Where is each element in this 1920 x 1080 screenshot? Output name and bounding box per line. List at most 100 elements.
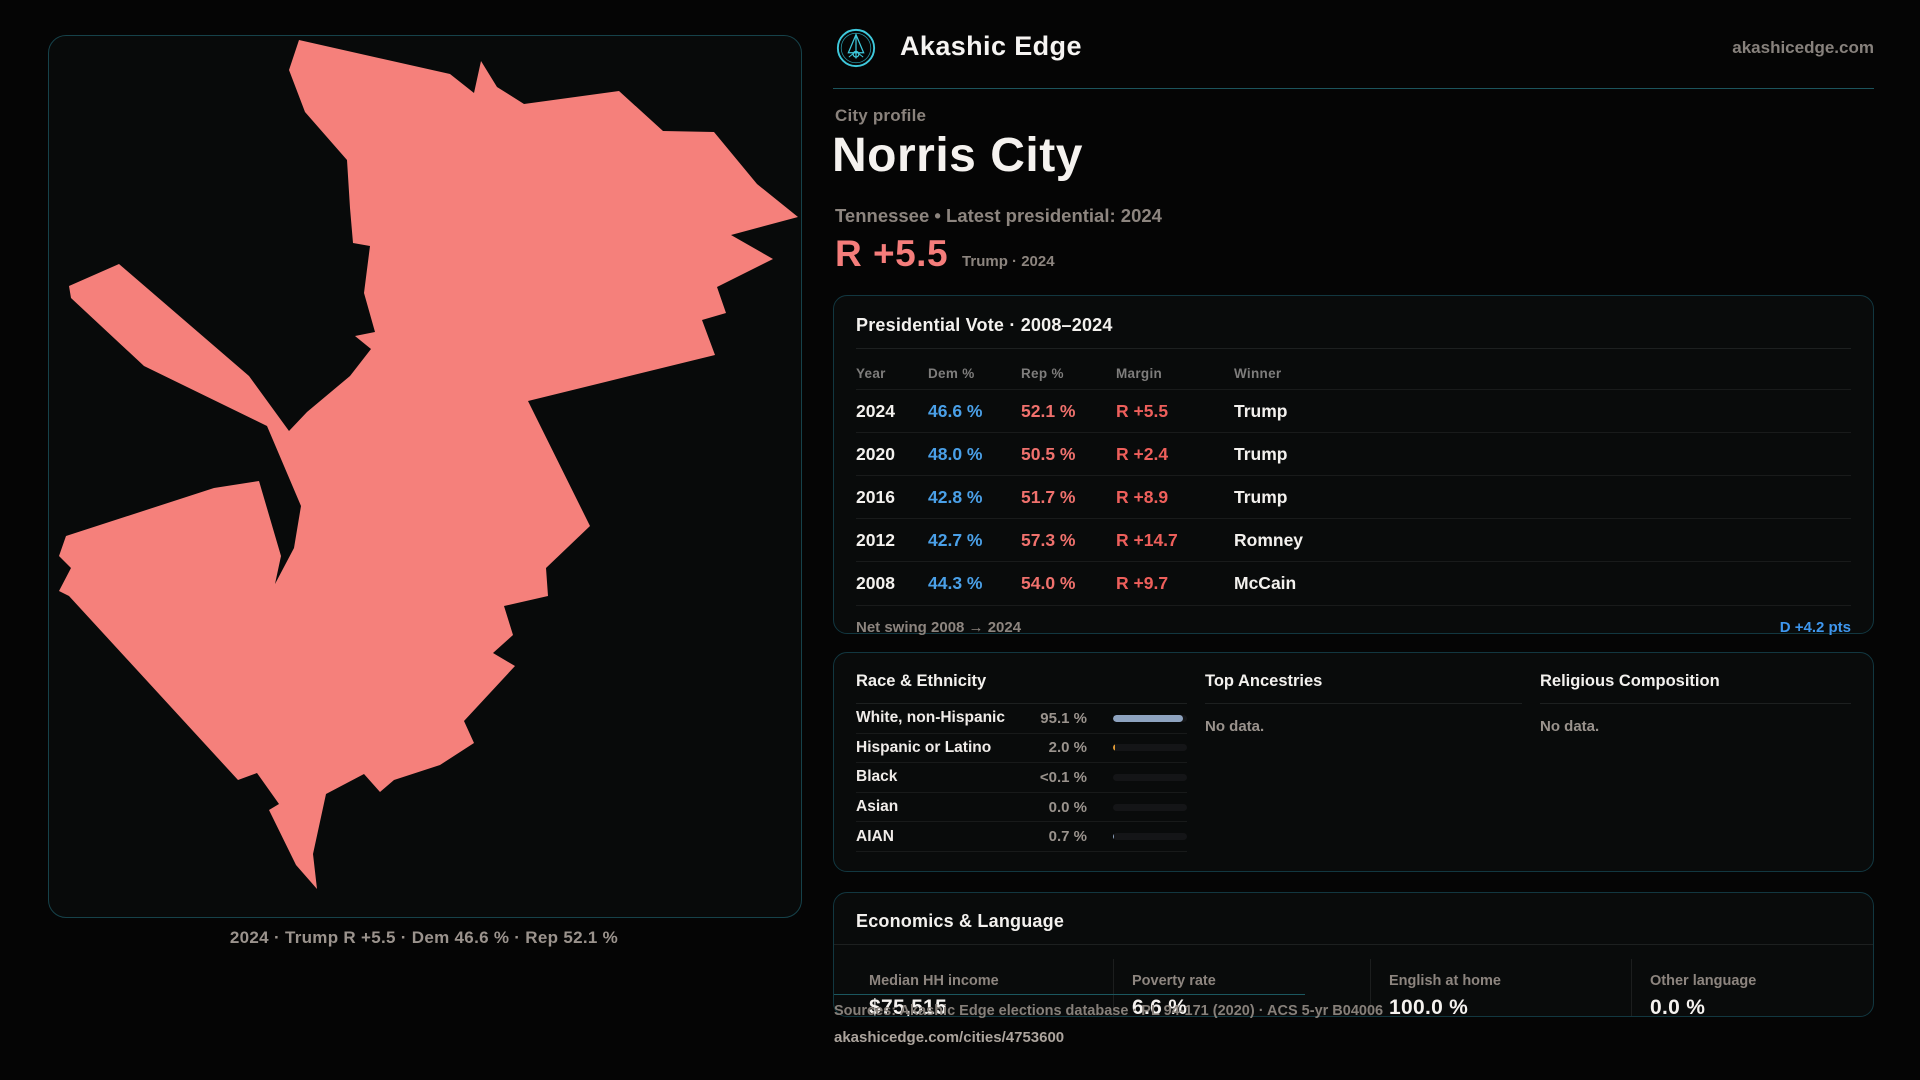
stat-english-at-home: English at home 100.0 % xyxy=(1370,959,1631,1017)
race-bar-track xyxy=(1113,744,1187,752)
cell-dem: 42.7 % xyxy=(928,529,983,550)
presidential-vote-panel: Presidential Vote · 2008–2024 Year Dem %… xyxy=(833,295,1874,636)
race-row: Asian 0.0 % xyxy=(856,793,1187,823)
race-label: Hispanic or Latino xyxy=(856,738,992,756)
race-row: Hispanic or Latino 2.0 % xyxy=(856,734,1187,764)
stat-value: 100.0 % xyxy=(1389,996,1469,1017)
col-margin: Margin xyxy=(1116,366,1163,381)
top-ancestries-title: Top Ancestries xyxy=(1205,672,1323,690)
race-label: White, non-Hispanic xyxy=(856,709,1005,727)
divider xyxy=(856,703,1187,704)
cell-winner: Trump xyxy=(1234,400,1288,421)
stat-median-hh-income: Median HH income $75,515 xyxy=(834,959,1113,1017)
table-row: 2012 42.7 % 57.3 % R +14.7 Romney xyxy=(856,518,1851,561)
divider xyxy=(1540,703,1851,704)
headline-margin: R +5.5 Trump · 2024 xyxy=(835,233,1055,275)
margin-value: R +5.5 xyxy=(835,233,949,274)
city-boundary-map xyxy=(59,40,798,889)
cell-rep: 54.0 % xyxy=(1021,572,1076,593)
no-data-text: No data. xyxy=(1540,718,1600,735)
margin-caption: Trump · 2024 xyxy=(962,253,1055,270)
election-table-header: Year Dem % Rep % Margin Winner xyxy=(856,358,1851,389)
race-row: Black <0.1 % xyxy=(856,763,1187,793)
net-swing-row: Net swing 2008 → 2024 D +4.2 pts xyxy=(856,605,1851,636)
race-ethnicity-section: Race & Ethnicity White, non-Hispanic 95.… xyxy=(856,672,1187,853)
stat-label: Other language xyxy=(1650,973,1757,989)
divider xyxy=(856,348,1851,349)
cell-margin: R +8.9 xyxy=(1116,486,1169,507)
race-label: Asian xyxy=(856,798,899,816)
cell-winner: McCain xyxy=(1234,572,1297,593)
cell-margin: R +14.7 xyxy=(1116,529,1178,550)
sources-note: Sources: Akashic Edge elections database… xyxy=(834,1003,1384,1019)
brand-name: Akashic Edge xyxy=(900,31,1082,61)
header-divider xyxy=(833,88,1874,89)
table-row: 2024 46.6 % 52.1 % R +5.5 Trump xyxy=(856,389,1851,432)
race-bar-fill xyxy=(1113,833,1114,841)
state-subtitle: Tennessee • Latest presidential: 2024 xyxy=(835,205,1162,226)
page-title: Norris City xyxy=(832,129,1083,182)
economics-language-title: Economics & Language xyxy=(856,911,1065,931)
stat-label: Median HH income xyxy=(869,973,999,989)
akashic-emblem-icon[interactable] xyxy=(835,27,877,69)
permalink[interactable]: akashicedge.com/cities/4753600 xyxy=(834,1029,1065,1046)
stat-label: English at home xyxy=(1389,973,1501,989)
race-value: <0.1 % xyxy=(1039,768,1087,786)
col-year: Year xyxy=(856,366,886,381)
race-bar-track xyxy=(1113,803,1187,811)
cell-year: 2012 xyxy=(856,529,895,550)
race-bar-track xyxy=(1113,714,1187,722)
top-ancestries-section: Top Ancestries No data. xyxy=(1205,672,1522,852)
cell-rep: 50.5 % xyxy=(1021,443,1076,464)
table-row: 2020 48.0 % 50.5 % R +2.4 Trump xyxy=(856,432,1851,475)
table-row: 2016 42.8 % 51.7 % R +8.9 Trump xyxy=(856,475,1851,518)
divider xyxy=(834,944,1873,945)
race-value: 0.7 % xyxy=(1048,828,1087,846)
race-bar-track xyxy=(1113,773,1187,781)
no-data-text: No data. xyxy=(1205,718,1265,735)
city-boundary-shape xyxy=(59,40,798,889)
cell-dem: 48.0 % xyxy=(928,443,983,464)
stat-label: Poverty rate xyxy=(1132,973,1216,989)
race-row: White, non-Hispanic 95.1 % xyxy=(856,704,1187,734)
cell-year: 2016 xyxy=(856,486,895,507)
race-label: AIAN xyxy=(856,827,894,845)
teal-accent-line xyxy=(834,994,1305,995)
demographics-panel: Race & Ethnicity White, non-Hispanic 95.… xyxy=(833,652,1874,872)
cell-rep: 51.7 % xyxy=(1021,486,1076,507)
net-swing-value: D +4.2 pts xyxy=(1779,619,1851,636)
stat-other-language: Other language 0.0 % xyxy=(1631,959,1873,1017)
cell-winner: Trump xyxy=(1234,443,1288,464)
economics-language-panel: Economics & Language Median HH income $7… xyxy=(833,892,1874,1017)
cell-rep: 57.3 % xyxy=(1021,529,1076,550)
col-winner: Winner xyxy=(1234,366,1282,381)
col-rep: Rep % xyxy=(1021,366,1064,381)
race-value: 95.1 % xyxy=(1040,709,1087,727)
cell-rep: 52.1 % xyxy=(1021,400,1076,421)
race-row: AIAN 0.7 % xyxy=(856,822,1187,853)
race-label: Black xyxy=(856,768,898,786)
cell-margin: R +2.4 xyxy=(1116,443,1169,464)
brand-domain-link[interactable]: akashicedge.com xyxy=(1732,38,1874,57)
religious-composition-section: Religious Composition No data. xyxy=(1540,672,1851,852)
net-swing-label: Net swing 2008 → 2024 xyxy=(856,619,1022,636)
cell-dem: 46.6 % xyxy=(928,400,983,421)
cell-margin: R +5.5 xyxy=(1116,400,1169,421)
page-eyebrow: City profile xyxy=(835,106,927,125)
cell-year: 2008 xyxy=(856,572,895,593)
presidential-vote-title: Presidential Vote · 2008–2024 xyxy=(856,315,1113,335)
table-row: 2008 44.3 % 54.0 % R +9.7 McCain xyxy=(856,561,1851,604)
religious-composition-title: Religious Composition xyxy=(1540,672,1720,690)
race-value: 0.0 % xyxy=(1048,798,1087,816)
stat-value: $75,515 xyxy=(869,996,948,1017)
stat-value: 0.0 % xyxy=(1650,996,1706,1017)
race-bar-track xyxy=(1113,833,1187,841)
cell-margin: R +9.7 xyxy=(1116,572,1169,593)
cell-year: 2020 xyxy=(856,443,895,464)
cell-dem: 44.3 % xyxy=(928,572,983,593)
city-map-card xyxy=(48,35,802,918)
stat-poverty-rate: Poverty rate 6.6 % xyxy=(1113,959,1370,1016)
col-dem: Dem % xyxy=(928,366,975,381)
cell-dem: 42.8 % xyxy=(928,486,983,507)
